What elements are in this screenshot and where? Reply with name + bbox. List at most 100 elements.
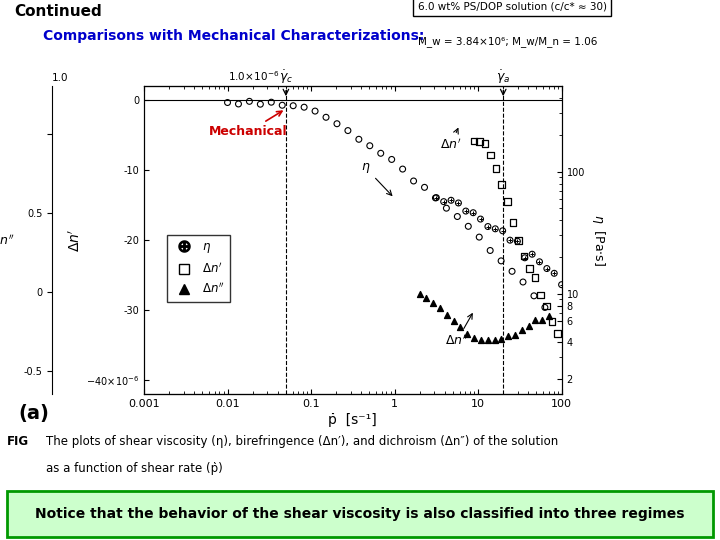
Point bbox=[541, 264, 553, 273]
Point bbox=[434, 303, 446, 312]
Point bbox=[506, 267, 518, 275]
Text: $\dot{\gamma}_a$: $\dot{\gamma}_a$ bbox=[496, 69, 510, 86]
Text: Comparisons with Mechanical Characterizations:: Comparisons with Mechanical Characteriza… bbox=[43, 30, 425, 44]
Point bbox=[467, 208, 479, 217]
Point bbox=[408, 177, 419, 185]
Point bbox=[448, 316, 459, 325]
Point bbox=[485, 151, 496, 159]
FancyBboxPatch shape bbox=[7, 491, 713, 537]
Point bbox=[397, 165, 408, 173]
Point bbox=[469, 333, 480, 342]
Point bbox=[298, 103, 310, 112]
Point bbox=[266, 98, 277, 106]
Point bbox=[552, 329, 563, 338]
Point bbox=[430, 194, 441, 202]
Text: (a): (a) bbox=[19, 404, 50, 423]
Point bbox=[438, 197, 449, 206]
Point bbox=[539, 303, 551, 312]
Point bbox=[276, 101, 288, 110]
Point bbox=[287, 102, 299, 110]
Point bbox=[462, 222, 474, 231]
Point bbox=[453, 199, 464, 207]
Text: Mechanical: Mechanical bbox=[209, 111, 287, 138]
Text: FIG: FIG bbox=[7, 435, 30, 448]
Point bbox=[549, 269, 560, 278]
Y-axis label: $\eta$  [Pa$\cdot$s]: $\eta$ [Pa$\cdot$s] bbox=[590, 214, 608, 266]
Point bbox=[451, 212, 463, 221]
Point bbox=[468, 137, 480, 145]
Point bbox=[509, 330, 521, 339]
Text: M_w = 3.84×10⁶; M_w/M_n = 1.06: M_w = 3.84×10⁶; M_w/M_n = 1.06 bbox=[418, 37, 597, 48]
Point bbox=[474, 137, 485, 146]
Point bbox=[428, 298, 439, 307]
Point bbox=[310, 107, 321, 116]
Point bbox=[513, 236, 524, 245]
Point bbox=[485, 246, 496, 255]
Point bbox=[529, 273, 541, 282]
X-axis label: ṗ̇  [s⁻¹]: ṗ̇ [s⁻¹] bbox=[328, 413, 377, 427]
Y-axis label: $\Delta n'$: $\Delta n'$ bbox=[68, 228, 83, 252]
Point bbox=[528, 292, 540, 300]
Point bbox=[507, 218, 518, 227]
Text: Continued: Continued bbox=[14, 3, 102, 18]
Text: 1.0: 1.0 bbox=[52, 73, 68, 83]
Point bbox=[495, 256, 507, 265]
Point bbox=[541, 302, 552, 310]
Point bbox=[516, 325, 528, 334]
Point bbox=[222, 98, 233, 107]
Point bbox=[496, 180, 508, 189]
Point bbox=[504, 236, 516, 245]
Point bbox=[431, 193, 442, 202]
Point bbox=[375, 149, 387, 158]
Legend: $\eta$, $\Delta n'$, $\Delta n''$: $\eta$, $\Delta n'$, $\Delta n''$ bbox=[166, 234, 230, 302]
Point bbox=[420, 293, 432, 302]
Point bbox=[474, 215, 486, 224]
Point bbox=[534, 258, 545, 266]
Point bbox=[342, 126, 354, 135]
Y-axis label: $\Delta n''$: $\Delta n''$ bbox=[0, 233, 14, 247]
Point bbox=[489, 336, 500, 345]
Point bbox=[536, 316, 548, 325]
Point bbox=[320, 113, 332, 122]
Point bbox=[386, 155, 397, 164]
Point bbox=[524, 264, 536, 273]
Point bbox=[419, 183, 431, 192]
Point bbox=[512, 237, 523, 246]
Point bbox=[482, 335, 493, 344]
Point bbox=[364, 141, 376, 150]
Point bbox=[414, 290, 426, 299]
Point bbox=[530, 316, 541, 325]
Text: $1.0\!\times\!10^{-6}$: $1.0\!\times\!10^{-6}$ bbox=[228, 70, 279, 83]
Point bbox=[490, 164, 502, 173]
Point bbox=[441, 311, 453, 320]
Point bbox=[243, 97, 255, 106]
Point bbox=[526, 250, 538, 259]
Point bbox=[331, 119, 343, 128]
Point bbox=[455, 322, 467, 331]
Point bbox=[523, 322, 534, 330]
Point bbox=[502, 197, 513, 206]
Point bbox=[445, 196, 456, 205]
Point bbox=[255, 100, 266, 109]
Text: $\Delta n'$: $\Delta n'$ bbox=[440, 129, 462, 152]
Point bbox=[556, 280, 567, 289]
Point bbox=[441, 204, 452, 213]
Point bbox=[462, 329, 473, 338]
Text: Notice that the behavior of the shear viscosity is also classified into three re: Notice that the behavior of the shear vi… bbox=[35, 508, 685, 521]
Point bbox=[517, 278, 528, 286]
Text: $\Delta n''$: $\Delta n''$ bbox=[445, 314, 472, 348]
Point bbox=[497, 226, 508, 235]
Text: $\eta$: $\eta$ bbox=[361, 161, 392, 195]
Point bbox=[495, 334, 507, 343]
Point bbox=[480, 139, 491, 148]
Point bbox=[490, 225, 501, 233]
Point bbox=[353, 135, 364, 144]
Text: The plots of shear viscosity (η), birefringence (Δn′), and dichroism (Δn″) of th: The plots of shear viscosity (η), birefr… bbox=[46, 435, 558, 448]
Point bbox=[482, 222, 494, 231]
Point bbox=[233, 100, 244, 109]
Text: $\dot{\gamma}_c$: $\dot{\gamma}_c$ bbox=[279, 69, 293, 86]
Point bbox=[474, 233, 485, 241]
Point bbox=[503, 332, 514, 340]
Point bbox=[475, 336, 487, 345]
Point bbox=[535, 291, 546, 300]
